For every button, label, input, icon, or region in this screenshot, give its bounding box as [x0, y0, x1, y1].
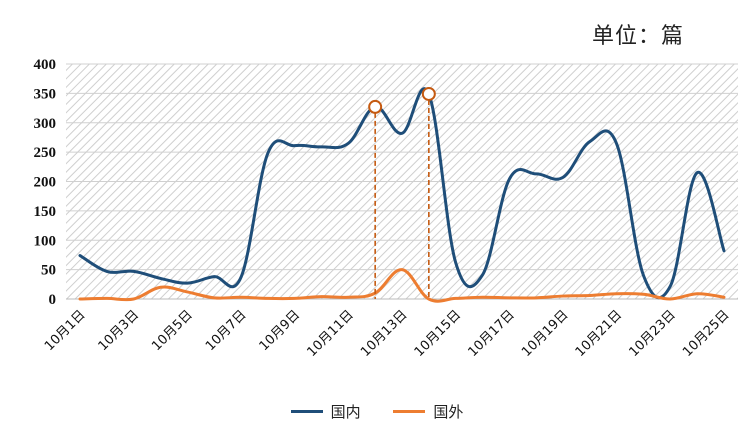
data-point [614, 291, 619, 296]
x-tick-label: 10月9日 [257, 308, 304, 355]
legend: 国内 国外 [0, 399, 754, 422]
legend-label-domestic: 国内 [330, 403, 361, 421]
y-axis-ticks: 0 50 100 150 200 250 300 350 400 [34, 57, 57, 308]
legend-swatch-foreign [393, 410, 426, 413]
y-tick-label: 200 [34, 175, 57, 191]
series-layer [78, 87, 727, 303]
data-point [239, 295, 244, 300]
legend-item-foreign: 国外 [393, 401, 463, 422]
data-point [641, 273, 646, 278]
data-point [185, 289, 190, 294]
data-point [265, 296, 270, 301]
unit-label: 单位：篇 [592, 24, 685, 49]
data-point [131, 297, 136, 302]
data-point [695, 291, 700, 296]
data-point [587, 293, 592, 298]
highlight-marker [421, 86, 436, 101]
x-tick-label: 10月15日 [412, 308, 464, 360]
highlight-layer [368, 86, 436, 299]
legend-swatch-domestic [290, 410, 323, 413]
data-point [641, 292, 646, 297]
data-point [212, 274, 217, 279]
data-point [722, 295, 727, 300]
data-point [319, 144, 324, 149]
data-point [453, 296, 458, 301]
data-point [239, 275, 244, 280]
gridlines [66, 63, 738, 300]
legend-item-domestic: 国内 [290, 401, 361, 422]
data-point [561, 175, 566, 180]
data-point [185, 281, 190, 286]
data-point [400, 267, 405, 272]
series-line-foreign [78, 268, 726, 303]
data-point [534, 295, 539, 300]
data-point [668, 297, 673, 302]
x-tick-label: 10月23日 [626, 308, 678, 360]
highlight-marker [368, 99, 383, 114]
data-point [78, 297, 83, 302]
data-point [695, 170, 700, 175]
data-point [158, 276, 163, 281]
x-tick-label: 10月5日 [149, 308, 196, 355]
data-point [614, 141, 619, 146]
x-tick-label: 10月13日 [358, 308, 410, 360]
data-point [453, 260, 458, 265]
data-point [587, 139, 592, 144]
data-point [668, 284, 673, 289]
y-tick-label: 350 [34, 86, 57, 102]
data-point [480, 295, 485, 300]
data-point [158, 285, 163, 290]
x-tick-label: 10月3日 [96, 308, 143, 355]
data-point [507, 177, 512, 182]
data-point [507, 295, 512, 300]
data-point [534, 171, 539, 176]
data-point [480, 272, 485, 277]
data-point [722, 248, 727, 253]
x-tick-label: 10月7日 [203, 308, 250, 355]
data-point [212, 295, 217, 300]
x-tick-label: 10月1日 [42, 308, 89, 355]
x-axis-ticks: 10月1日 10月3日 10月5日 10月7日 10月9日 10月11日 10月13日 10月… [42, 308, 733, 360]
data-point [131, 269, 136, 274]
y-tick-label: 300 [34, 116, 57, 132]
x-tick-label: 10月11日 [304, 308, 356, 360]
y-tick-label: 100 [34, 233, 57, 249]
data-point [292, 296, 297, 301]
data-point [319, 294, 324, 299]
data-point [78, 253, 83, 258]
data-point [265, 151, 270, 156]
legend-label-foreign: 国外 [433, 403, 464, 421]
data-point [104, 296, 109, 301]
data-point [104, 269, 109, 274]
data-point [346, 141, 351, 146]
data-point [561, 294, 566, 299]
data-point [292, 143, 297, 148]
y-tick-label: 400 [34, 57, 57, 73]
y-tick-label: 150 [34, 204, 57, 220]
x-tick-label: 10月25日 [680, 308, 732, 360]
data-point [346, 295, 351, 300]
y-tick-label: 0 [49, 292, 57, 308]
y-tick-label: 250 [34, 145, 57, 161]
data-point [400, 131, 405, 136]
series-line-domestic [78, 87, 726, 300]
x-tick-label: 10月17日 [465, 308, 517, 360]
x-tick-label: 10月21日 [573, 308, 625, 360]
y-tick-label: 50 [41, 263, 56, 279]
x-tick-label: 10月19日 [519, 308, 571, 360]
